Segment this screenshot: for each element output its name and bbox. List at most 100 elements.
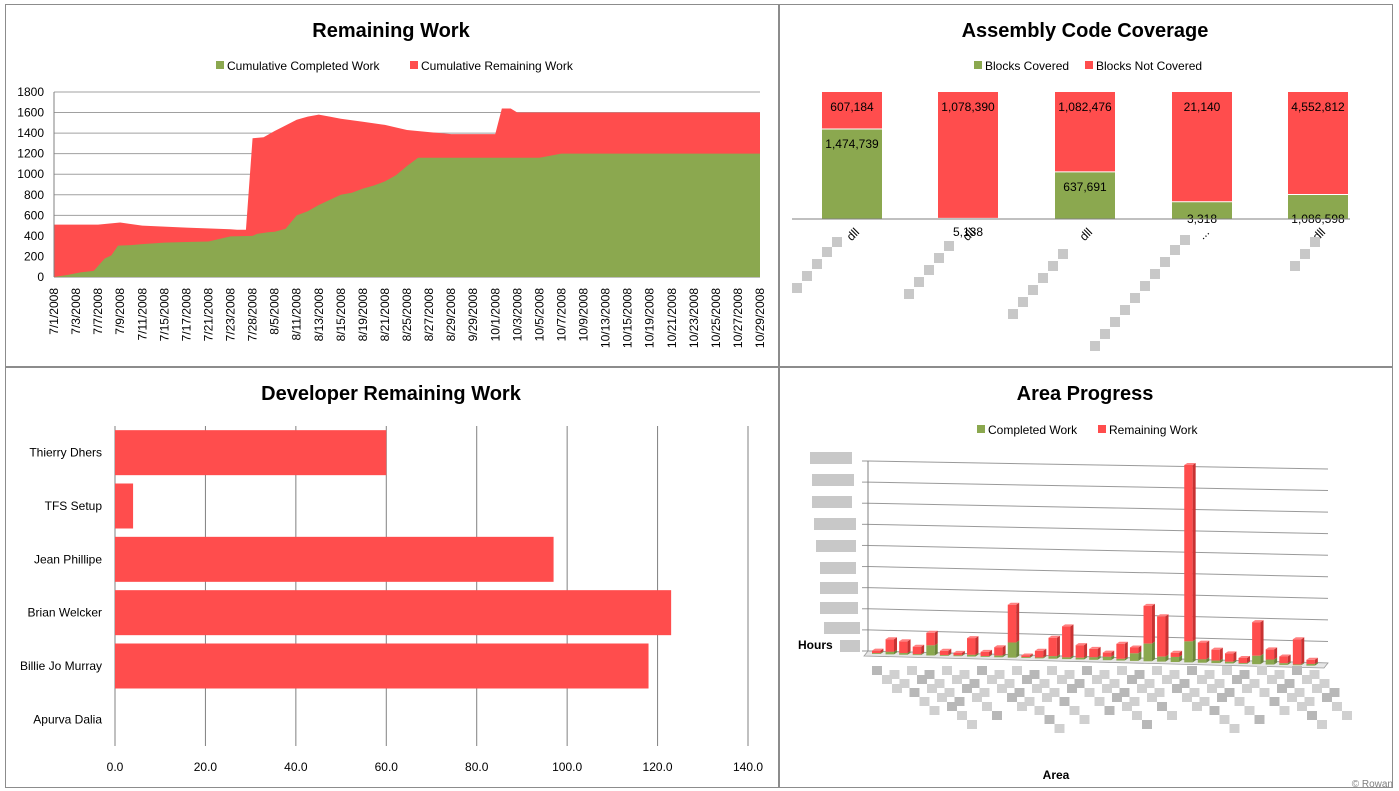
x-tick-label: 10/5/2008: [532, 288, 546, 342]
redacted-block: [890, 670, 900, 679]
redacted-block: [1257, 666, 1267, 675]
redacted-block: [1012, 666, 1022, 675]
area-progress-ylabel: Hours: [798, 638, 833, 652]
completed-work-bar: [1211, 661, 1219, 664]
back-gridline: [868, 503, 1328, 512]
remaining-work-bar-side: [1125, 642, 1128, 659]
developer-remaining-panel: Developer Remaining Work Thierry Dhers TF…: [5, 367, 779, 788]
redacted-block: [1190, 688, 1200, 697]
redacted-block: [1270, 697, 1280, 706]
redacted-block: [1230, 724, 1240, 733]
redacted-block: [1222, 666, 1232, 675]
x-tick-label: 10/3/2008: [510, 288, 524, 342]
redacted-block: [1220, 715, 1230, 724]
legend-covered-label: Blocks Covered: [985, 59, 1069, 73]
completed-work-bar: [1239, 663, 1247, 664]
redacted-block: [907, 666, 917, 675]
completed-work-bar: [1021, 657, 1029, 658]
x-tick-label: 8/19/2008: [356, 288, 370, 342]
redacted-block: [1030, 670, 1040, 679]
y-tick-label: 1200: [17, 147, 44, 161]
developer-name-label: Apurva Dalia: [33, 712, 102, 726]
y-tick-label: 1600: [17, 106, 44, 120]
remaining-work-bar: [886, 639, 894, 652]
legend-remaining-work-label: Remaining Work: [1109, 423, 1198, 437]
redacted-block: [920, 697, 930, 706]
redacted-block: [1095, 697, 1105, 706]
remaining-work-bar: [1048, 638, 1056, 656]
remaining-work-bar: [1144, 606, 1152, 644]
redacted-block: [1305, 697, 1315, 706]
remaining-work-bar-side: [1152, 604, 1155, 644]
redacted-block: [992, 711, 1002, 720]
x-tick-label: 10/15/2008: [621, 288, 635, 348]
assembly-category-label: dll: [1077, 225, 1095, 243]
x-tick-label: 10/13/2008: [599, 288, 613, 348]
x-tick-label: 7/15/2008: [157, 288, 171, 342]
redacted-block: [1285, 679, 1295, 688]
y-tick-label: 1000: [17, 167, 44, 181]
remaining-work-bar-side: [1166, 614, 1169, 656]
assembly-coverage-chart: Assembly Code Coverage Blocks Covered Bl…: [780, 5, 1392, 366]
remaining-work-bar: [940, 651, 948, 655]
completed-work-bar: [1103, 657, 1111, 660]
remaining-work-chart: Remaining Work Cumulative Completed Work…: [6, 5, 778, 366]
x-tick-label: 20.0: [194, 760, 218, 774]
developer-name-label: Brian Welcker: [28, 606, 102, 620]
area-progress-title: Area Progress: [1017, 383, 1154, 405]
covered-value-label: 637,691: [1063, 180, 1107, 194]
remaining-work-title: Remaining Work: [312, 20, 470, 42]
redacted-block: [970, 679, 980, 688]
remaining-work-bar-side: [1193, 463, 1196, 641]
redacted-block: [872, 666, 882, 675]
redacted-block: [1235, 697, 1245, 706]
completed-work-bar: [1130, 653, 1138, 661]
y-tick-label: 400: [24, 229, 44, 243]
redacted-block: [1120, 688, 1130, 697]
remaining-work-bar: [1130, 647, 1138, 653]
remaining-work-bar-side: [975, 636, 978, 655]
legend-remaining-work-swatch: [1098, 425, 1106, 433]
remaining-work-bar: [981, 652, 989, 656]
completed-work-bar: [1171, 657, 1179, 662]
completed-work-bar: [1089, 657, 1097, 660]
redacted-block: [1045, 715, 1055, 724]
remaining-work-bar: [994, 647, 1002, 655]
completed-work-bar: [1008, 643, 1016, 658]
redacted-block: [945, 688, 955, 697]
redacted-block: [1085, 688, 1095, 697]
remaining-work-bar: [1279, 657, 1287, 664]
completed-work-bar: [967, 655, 975, 657]
back-gridline: [868, 609, 1328, 620]
remaining-work-bar: [1306, 660, 1314, 664]
x-tick-label: 8/25/2008: [400, 288, 414, 342]
redacted-block: [1342, 711, 1352, 720]
x-tick-label: 7/17/2008: [179, 288, 193, 342]
remaining-work-bar-side: [908, 639, 911, 653]
remaining-work-panel: Remaining Work Cumulative Completed Work…: [5, 4, 779, 367]
credit-text: © Rowan: [1352, 779, 1393, 790]
y-tick-label: 1400: [17, 126, 44, 140]
redacted-block: [1060, 697, 1070, 706]
x-tick-label: 10/1/2008: [488, 288, 502, 342]
redacted-block: [995, 670, 1005, 679]
remaining-work-bar-side: [1016, 603, 1019, 643]
completed-work-bar: [872, 653, 880, 654]
remaining-work-bar-side: [1206, 641, 1209, 660]
x-tick-label: 8/21/2008: [378, 288, 392, 342]
completed-work-bar: [1198, 659, 1206, 662]
remaining-work-bar-side: [1301, 637, 1304, 664]
legend-completed-label: Cumulative Completed Work: [227, 59, 381, 73]
x-tick-label: 10/25/2008: [709, 288, 723, 348]
redacted-block: [1275, 670, 1285, 679]
x-tick-label: 8/11/2008: [290, 288, 304, 341]
developer-bar: [115, 484, 133, 529]
redacted-block: [1080, 715, 1090, 724]
x-tick-label: 10/29/2008: [753, 288, 767, 348]
y-tick-label: 800: [24, 188, 44, 202]
redacted-block: [910, 688, 920, 697]
developer-name-label: Billie Jo Murray: [20, 659, 102, 673]
remaining-work-bar: [1211, 650, 1219, 661]
x-tick-label: 9/29/2008: [466, 288, 480, 342]
remaining-work-bar-side: [1057, 636, 1060, 656]
